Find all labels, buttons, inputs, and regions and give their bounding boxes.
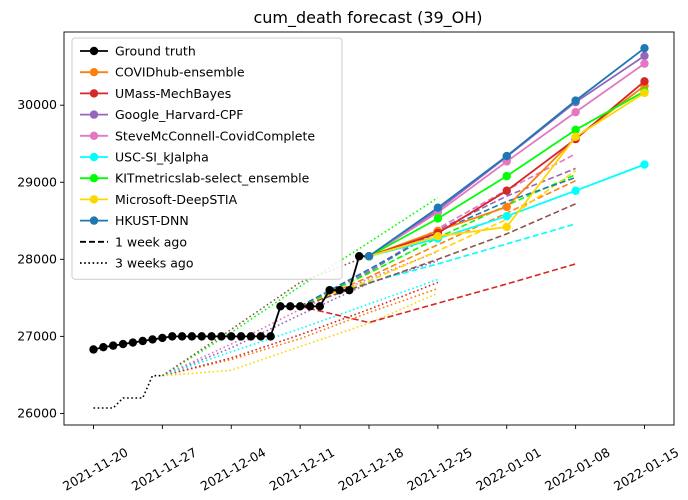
point-ground-truth (217, 332, 226, 341)
point-ground-truth (354, 252, 364, 261)
point-google-harvard-cpf (640, 51, 649, 61)
point-hkust-dnn (571, 96, 580, 105)
series-line-umass-mechbayes-1-week-ago (299, 263, 576, 324)
y-tick-label: 30000 (17, 97, 57, 112)
point-ground-truth (345, 285, 354, 295)
point-ground-truth (227, 332, 236, 341)
series-line-umass-mechbayes-3-weeks-ago (162, 281, 439, 377)
legend-label-1-week-ago: 1 week ago (115, 234, 187, 249)
series-line-stevemcconnell-covidcomplete-3-weeks-ago (162, 250, 439, 377)
legend-marker-stevemcconnell-covidcomplete (89, 131, 99, 140)
legend-label-umass-mechbayes: UMass-MechBayes (115, 86, 231, 101)
point-ground-truth (236, 332, 246, 341)
point-microsoft-deepstia (502, 222, 511, 232)
legend-label-ground-truth: Ground truth (115, 44, 196, 59)
y-tick-label: 28000 (17, 251, 57, 266)
point-hkust-dnn (364, 252, 374, 261)
series-line-microsoft-deepstia-3-weeks-ago (162, 292, 439, 377)
legend-label-3-weeks-ago: 3 weeks ago (115, 256, 194, 271)
point-microsoft-deepstia (640, 88, 649, 98)
point-ground-truth (207, 332, 216, 341)
legend-marker-covidhub-ensemble (89, 68, 99, 77)
point-ground-truth (256, 332, 265, 341)
point-ground-truth (118, 339, 128, 349)
point-hkust-dnn (640, 43, 649, 53)
point-ground-truth (286, 302, 295, 311)
series-line-3-weeks-ago (93, 374, 163, 409)
point-hkust-dnn (502, 151, 511, 161)
point-microsoft-deepstia (571, 132, 580, 141)
legend-label-google-harvard-cpf: Google_Harvard-CPF (115, 107, 243, 122)
point-stevemcconnell-covidcomplete (571, 107, 580, 117)
y-tick-label: 26000 (17, 405, 57, 420)
point-ground-truth (276, 302, 285, 311)
point-ground-truth (99, 342, 108, 352)
legend-label-kitmetricslab-select-ensemble: KITmetricslab-select_ensemble (115, 171, 310, 186)
legend-box (71, 37, 343, 280)
legend: Ground truth COVIDhub-ensemble UMass-MechB… (71, 37, 343, 280)
point-ground-truth (158, 333, 167, 343)
point-ground-truth (197, 332, 206, 341)
point-covidhub-ensemble (502, 202, 511, 212)
point-ground-truth (148, 335, 157, 344)
point-ground-truth (108, 341, 118, 350)
point-ground-truth (138, 336, 147, 346)
point-ground-truth (266, 332, 275, 341)
point-umass-mechbayes (640, 77, 649, 86)
point-usc-si-kjalpha (502, 211, 511, 221)
point-ground-truth (187, 332, 197, 341)
point-ground-truth (177, 332, 187, 341)
legend-marker-ground-truth (89, 46, 99, 56)
point-ground-truth (246, 332, 256, 341)
y-tick-label: 29000 (17, 174, 57, 189)
chart-title: cum_death forecast (39_OH) (253, 8, 482, 28)
point-stevemcconnell-covidcomplete (640, 59, 649, 68)
legend-marker-kitmetricslab-select-ensemble (89, 174, 99, 183)
point-kitmetricslab-select-ensemble (502, 171, 511, 181)
series-line-kitmetricslab-select-ensemble-3-weeks-ago (161, 197, 439, 377)
point-ground-truth (295, 302, 305, 311)
legend-label-microsoft-deepstia: Microsoft-DeepSTIA (115, 192, 238, 207)
point-usc-si-kjalpha (571, 186, 580, 195)
legend-marker-hkust-dnn (89, 216, 99, 225)
point-ground-truth (335, 285, 344, 295)
series-line-covidhub-ensemble-3-weeks-ago (162, 287, 439, 377)
point-ground-truth (305, 302, 315, 311)
series-line-brown-3-weeks-ago (161, 235, 439, 377)
point-kitmetricslab-select-ensemble (571, 125, 580, 135)
legend-label-covidhub-ensemble: COVIDhub-ensemble (115, 65, 245, 80)
point-usc-si-kjalpha (640, 160, 649, 169)
point-hkust-dnn (433, 203, 443, 212)
legend-label-hkust-dnn: HKUST-DNN (115, 213, 189, 228)
point-microsoft-deepstia (433, 232, 443, 241)
point-ground-truth (89, 345, 98, 354)
point-ground-truth (128, 338, 138, 347)
legend-marker-umass-mechbayes (89, 89, 99, 98)
point-ground-truth (315, 302, 325, 311)
point-ground-truth (325, 285, 334, 295)
point-kitmetricslab-select-ensemble (433, 214, 443, 223)
legend-marker-microsoft-deepstia (89, 195, 99, 204)
legend-marker-usc-si-kjalpha (89, 152, 99, 162)
y-tick-label: 27000 (17, 328, 57, 343)
legend-label-usc-si-kjalpha: USC-SI_kJalpha (115, 150, 209, 165)
legend-label-stevemcconnell-covidcomplete: SteveMcConnell-CovidComplete (115, 128, 315, 143)
point-ground-truth (168, 332, 177, 341)
point-umass-mechbayes (502, 186, 511, 195)
legend-marker-google-harvard-cpf (89, 110, 99, 119)
series-layer (89, 43, 649, 409)
